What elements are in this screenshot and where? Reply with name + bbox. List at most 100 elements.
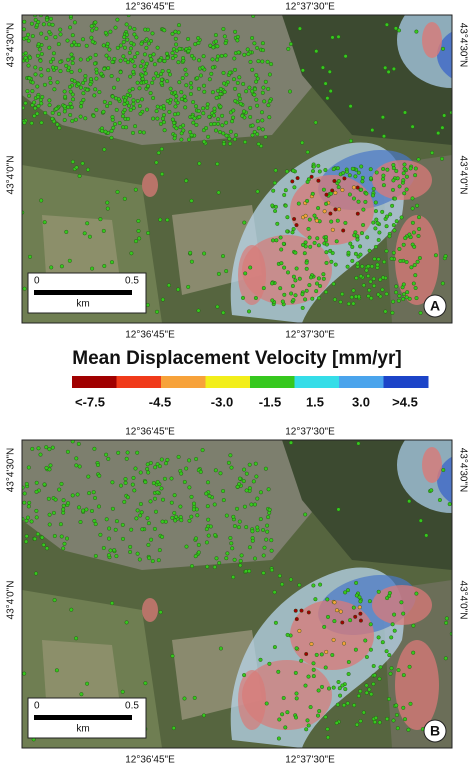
ps-point	[135, 80, 140, 85]
ps-point	[251, 15, 256, 18]
ps-point	[248, 59, 253, 64]
ps-point	[303, 512, 308, 517]
ps-point	[331, 637, 336, 642]
ps-point	[111, 125, 116, 130]
ps-point	[291, 298, 296, 303]
ps-point	[341, 170, 346, 175]
ps-point	[109, 260, 114, 265]
ps-point	[85, 87, 90, 92]
ps-point	[174, 42, 179, 47]
legend-label: -1.5	[259, 394, 281, 409]
right-coord: 43°4'30"N	[457, 448, 468, 493]
ps-point	[218, 91, 223, 96]
ps-point	[261, 527, 266, 532]
ps-point	[316, 206, 321, 211]
ps-point	[30, 89, 35, 94]
ps-point	[347, 173, 352, 178]
ps-point	[93, 20, 98, 25]
ps-point	[343, 687, 348, 692]
ps-point	[374, 170, 379, 175]
ps-point	[66, 65, 71, 70]
ps-point	[387, 590, 392, 595]
ps-point	[310, 191, 315, 196]
ps-point	[83, 78, 88, 83]
ps-point	[34, 515, 39, 520]
ps-point	[25, 89, 30, 94]
ps-point	[42, 482, 47, 487]
ps-point	[383, 309, 388, 314]
ps-point	[221, 70, 226, 75]
ps-point	[397, 293, 402, 298]
ps-point	[69, 607, 74, 612]
ps-point	[215, 161, 220, 166]
ps-point	[266, 487, 271, 492]
ps-point	[205, 564, 210, 569]
ps-point	[270, 298, 275, 303]
ps-point	[297, 583, 302, 588]
ps-point	[247, 545, 252, 550]
ps-point	[200, 65, 205, 70]
ps-point	[436, 131, 441, 136]
ps-point	[68, 112, 73, 117]
ps-point	[401, 171, 406, 176]
ps-point	[30, 34, 35, 39]
ps-point	[265, 523, 270, 528]
ps-point	[201, 713, 206, 718]
ps-point	[368, 167, 373, 172]
ps-point	[338, 609, 343, 614]
ps-point	[22, 671, 27, 676]
ps-point	[373, 715, 378, 720]
ps-point	[222, 34, 227, 39]
ps-point	[103, 129, 108, 134]
ps-point	[39, 198, 44, 203]
legend-label: 1.5	[306, 394, 324, 409]
ps-point	[212, 565, 217, 570]
ps-point	[125, 37, 130, 42]
ps-point	[394, 284, 399, 289]
ps-point	[94, 26, 99, 31]
ps-point	[348, 241, 353, 246]
ps-point	[243, 569, 248, 574]
ps-point	[144, 45, 149, 50]
ps-point	[277, 717, 282, 722]
ps-point	[403, 236, 408, 241]
ps-point	[374, 217, 379, 222]
ps-point	[146, 41, 151, 46]
ps-point	[221, 310, 226, 315]
ps-point	[250, 67, 255, 72]
ps-point	[221, 489, 226, 494]
bottom-coord: 12°37'30"E	[285, 330, 335, 341]
ps-point	[351, 301, 356, 306]
ps-point	[70, 159, 75, 164]
ps-point	[300, 292, 305, 297]
ps-point	[309, 275, 314, 280]
ps-point	[410, 124, 415, 129]
ps-point	[77, 68, 82, 73]
ps-point	[30, 446, 35, 451]
ps-point	[353, 251, 358, 256]
ps-point	[324, 649, 329, 654]
ps-point	[384, 649, 389, 654]
ps-point	[123, 480, 128, 485]
ps-point	[300, 305, 305, 310]
ps-point	[233, 29, 238, 34]
ps-point	[98, 217, 103, 222]
ps-point	[338, 300, 343, 305]
ps-point	[250, 529, 255, 534]
ps-point	[373, 200, 378, 205]
ps-point	[243, 271, 248, 276]
ps-point	[391, 718, 396, 723]
ps-point	[293, 278, 298, 283]
ps-point	[135, 450, 140, 455]
ps-point	[138, 513, 143, 518]
ps-point	[232, 67, 237, 72]
ps-point	[296, 201, 301, 206]
ps-point	[440, 125, 445, 130]
ps-point	[158, 610, 163, 615]
ps-point	[118, 483, 123, 488]
ps-point	[137, 236, 142, 241]
ps-point	[402, 166, 407, 171]
ps-point	[383, 65, 388, 70]
ps-point	[105, 104, 110, 109]
ps-point	[366, 294, 371, 299]
